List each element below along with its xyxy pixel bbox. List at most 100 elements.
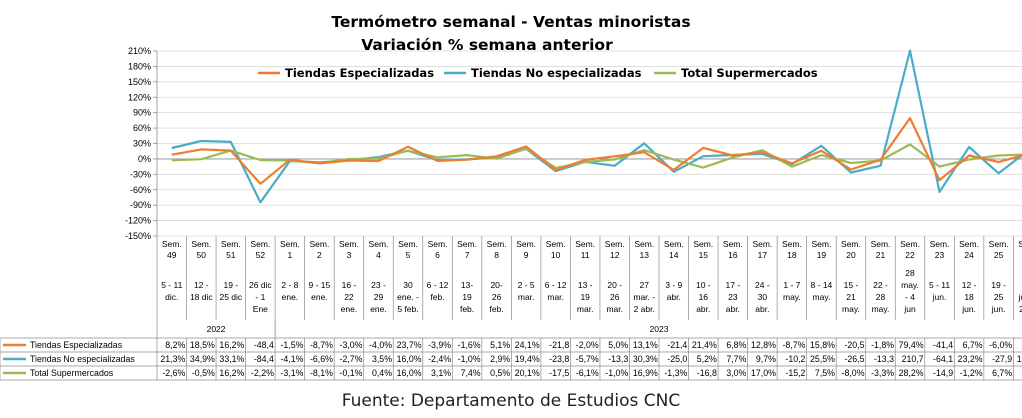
- category-label: Sem.: [162, 239, 182, 249]
- category-date-label: 2 - 5: [518, 280, 535, 290]
- data-label: 16,0%: [397, 354, 422, 364]
- data-label: 16,0%: [397, 368, 422, 378]
- data-label: -2,4%: [428, 354, 451, 364]
- category-label: Sem.: [782, 239, 802, 249]
- data-label: -1,6%: [458, 340, 481, 350]
- category-date-label: 17 -: [726, 280, 741, 290]
- y-tick-label: -30%: [130, 169, 151, 179]
- category-label: 52: [256, 250, 266, 260]
- category-label: Sem.: [723, 239, 743, 249]
- series-lines: [171, 49, 1022, 204]
- data-label: 0,4%: [372, 368, 392, 378]
- data-label: -16,8: [697, 368, 717, 378]
- category-date-label: 8 - 14: [811, 280, 833, 290]
- data-label: -17,5: [549, 368, 569, 378]
- row-series-name: Total Supermercados: [30, 368, 114, 378]
- category-date-label: 18: [964, 292, 974, 302]
- category-date-label: 24 -: [755, 280, 770, 290]
- category-label: 2: [317, 250, 322, 260]
- data-label: -1,5%: [280, 340, 303, 350]
- data-label: 18,5%: [190, 340, 215, 350]
- data-label: 21,3%: [160, 354, 185, 364]
- data-label: -2,0%: [576, 340, 599, 350]
- data-label: -26,5: [844, 354, 864, 364]
- category-date-label: jun.: [961, 304, 976, 314]
- data-label: -10,2: [785, 354, 805, 364]
- data-label: -6,6%: [310, 354, 333, 364]
- category-label: 23: [935, 250, 945, 260]
- category-label: Sem.: [457, 239, 477, 249]
- category-label: Sem.: [487, 239, 507, 249]
- category-date-label: - 4: [905, 292, 915, 302]
- data-label: -0,1%: [340, 368, 363, 378]
- data-label: 2,9%: [490, 354, 510, 364]
- data-label: 20,1%: [515, 368, 540, 378]
- category-label: 6: [435, 250, 440, 260]
- data-label: -48,4: [254, 340, 274, 350]
- category-label: Sem.: [250, 239, 270, 249]
- data-label: 210,7: [902, 354, 924, 364]
- category-date-label: may.: [872, 304, 890, 314]
- category-label: Sem.: [634, 239, 654, 249]
- data-label: -1,0%: [458, 354, 481, 364]
- category-date-label: mar.: [606, 304, 623, 314]
- data-label: -3,1%: [280, 368, 303, 378]
- category-label: 21: [876, 250, 886, 260]
- category-label: 14: [669, 250, 679, 260]
- category-label: Sem.: [664, 239, 684, 249]
- category-label: 13: [640, 250, 650, 260]
- data-label: -21,4: [667, 340, 687, 350]
- category-date-label: 23 -: [371, 280, 386, 290]
- data-label: 3,5%: [372, 354, 392, 364]
- data-label: -15,2: [785, 368, 805, 378]
- category-date-label: jun. -: [1018, 292, 1022, 302]
- category-date-label: 22: [344, 292, 354, 302]
- data-label: -2,2%: [251, 368, 274, 378]
- category-date-label: - 1: [255, 292, 265, 302]
- data-label: -8,7%: [782, 340, 805, 350]
- category-date-label: 12 -: [194, 280, 209, 290]
- data-label: 23,7%: [397, 340, 422, 350]
- data-label: -13,3: [608, 354, 628, 364]
- category-label: Sem.: [871, 239, 891, 249]
- category-date-label: 25 dic: [219, 292, 242, 302]
- data-label: 12,8%: [751, 340, 776, 350]
- data-label: 5,0%: [608, 340, 628, 350]
- category-date-label: 19: [462, 292, 472, 302]
- data-label: -8,0%: [842, 368, 865, 378]
- category-date-label: 6 - 12: [545, 280, 567, 290]
- category-date-label: 26 dic: [249, 280, 272, 290]
- data-label: -6,0%: [989, 340, 1012, 350]
- category-label: 11: [581, 250, 590, 260]
- category-label: Sem.: [605, 239, 625, 249]
- data-label: -6,1%: [576, 368, 599, 378]
- category-label: 17: [758, 250, 768, 260]
- category-date-label: feb.: [490, 304, 504, 314]
- category-label: 10: [551, 250, 561, 260]
- category-date-label: 20-: [490, 280, 502, 290]
- category-date-label: 13 -: [578, 280, 593, 290]
- data-label: 15,8%: [810, 340, 835, 350]
- category-label: 7: [465, 250, 470, 260]
- category-date-label: 18 dic: [190, 292, 213, 302]
- data-label: 16,4%: [1017, 354, 1022, 364]
- category-date-label: 19: [580, 292, 590, 302]
- category-date-label: 20 -: [607, 280, 622, 290]
- category-date-label: 30: [758, 292, 768, 302]
- data-label: 9,7%: [756, 354, 776, 364]
- data-label: 79,4%: [899, 340, 924, 350]
- category-date-label: 16 -: [342, 280, 357, 290]
- category-date-label: feb.: [430, 292, 444, 302]
- data-label: -4,1%: [280, 354, 303, 364]
- data-label: 8,2%: [165, 340, 185, 350]
- data-label: -20,5: [844, 340, 864, 350]
- category-label: Sem.: [812, 239, 832, 249]
- category-date-label: Ene: [253, 304, 268, 314]
- row-series-name: Tiendas Especializadas: [30, 340, 123, 350]
- legend-label: Tiendas Especializadas: [285, 66, 434, 80]
- data-label: 17,0%: [751, 368, 776, 378]
- category-date-label: 2 - 8: [281, 280, 298, 290]
- category-date-label: dic.: [165, 292, 178, 302]
- category-date-label: mar.: [577, 304, 594, 314]
